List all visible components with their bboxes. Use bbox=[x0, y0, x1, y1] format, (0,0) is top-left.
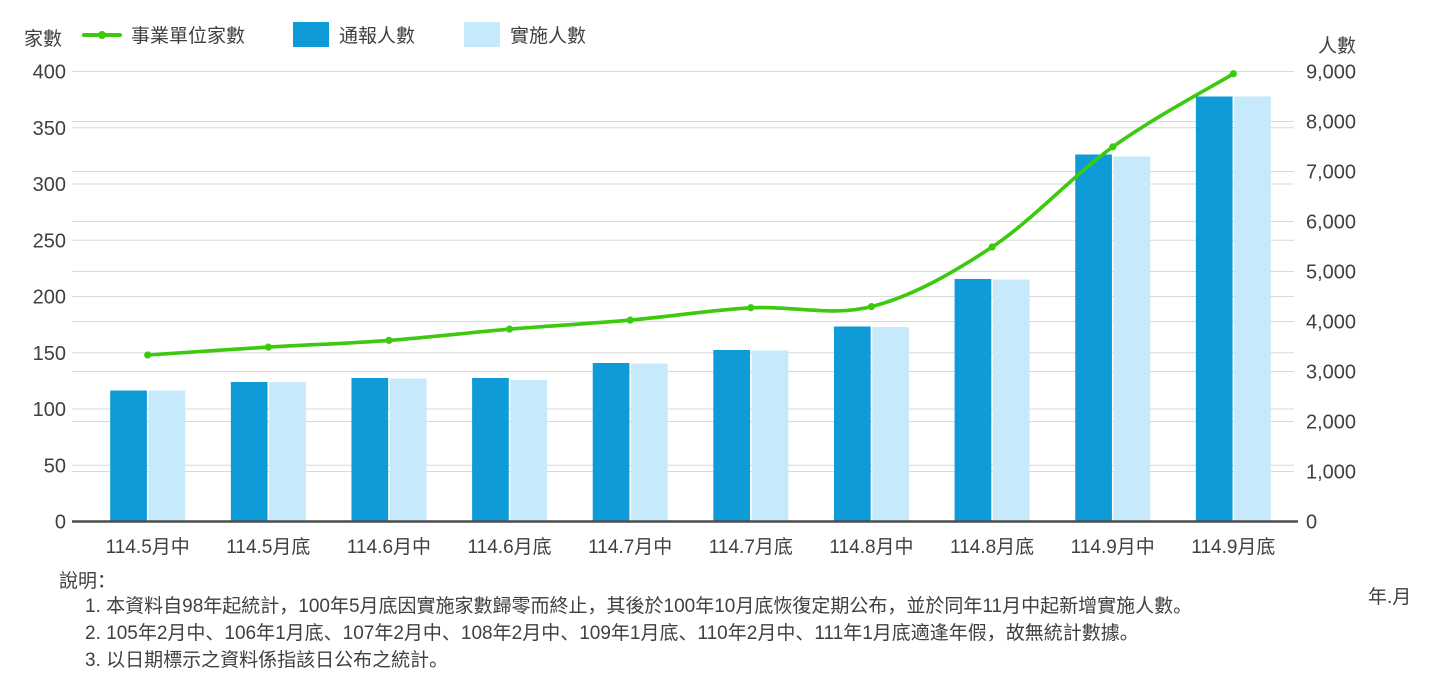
left-axis-tick-label: 200 bbox=[33, 287, 66, 309]
line-marker-114.8月底 bbox=[988, 243, 996, 251]
combo-chart: 0 50 100 150 200 250 300 350 400 0 1,000 2,000 3,000… bbox=[33, 62, 1356, 559]
legend-item-bar-series-2: 實施人數 bbox=[464, 21, 586, 48]
legend-label: 事業單位家數 bbox=[131, 26, 246, 47]
left-axis-tick-label: 400 bbox=[33, 62, 66, 84]
line-marker-114.6月中 bbox=[385, 336, 393, 344]
bar-實施人數-114.5月中 bbox=[148, 390, 186, 522]
notes-block: 說明： 1. 本資料自98年起統計，100年5月底因實施家數歸零而終止，其後於1… bbox=[59, 566, 1192, 675]
bar-通報人數-114.5月底 bbox=[230, 382, 268, 522]
note-item: 1. 本資料自98年起統計，100年5月底因實施家數歸零而終止，其後於100年1… bbox=[85, 596, 1193, 617]
bar-通報人數-114.6月中 bbox=[351, 378, 389, 522]
bar-通報人數-114.5月中 bbox=[110, 390, 147, 522]
line-marker-114.5月底 bbox=[264, 343, 272, 351]
bar-實施人數-114.7月中 bbox=[631, 363, 668, 522]
right-axis-title: 人數 bbox=[1318, 36, 1357, 57]
x-axis-tick-label: 114.9月底 bbox=[1191, 536, 1275, 558]
x-axis-title: 年.月 bbox=[1368, 587, 1412, 608]
right-axis-tick-label: 2,000 bbox=[1306, 412, 1356, 434]
right-axis-tick-label: 8,000 bbox=[1306, 112, 1356, 134]
bar-實施人數-114.6月中 bbox=[389, 378, 427, 522]
bar-通報人數-114.8月中 bbox=[833, 326, 871, 522]
bar-通報人數-114.6月底 bbox=[472, 378, 509, 522]
right-axis-tick-label: 0 bbox=[1306, 512, 1317, 534]
left-axis-tick-label: 250 bbox=[33, 230, 66, 252]
right-axis-tick-label: 6,000 bbox=[1306, 212, 1356, 234]
left-axis-tick-label: 100 bbox=[33, 399, 66, 421]
legend-item-line-series: 事業單位家數 bbox=[82, 21, 245, 48]
left-axis-tick-label: 50 bbox=[44, 455, 66, 477]
line-marker-114.7月底 bbox=[747, 304, 755, 312]
line-marker-114.9月中 bbox=[1109, 143, 1117, 151]
bar-實施人數-114.8月底 bbox=[992, 279, 1030, 522]
x-axis-tick-label: 114.8月底 bbox=[950, 536, 1034, 558]
bar-通報人數-114.9月底 bbox=[1195, 96, 1233, 522]
bar-實施人數-114.8月中 bbox=[872, 327, 909, 522]
legend-item-bar-series-1: 通報人數 bbox=[293, 21, 415, 48]
note-item: 3. 以日期標示之資料係指該日公布之統計。 bbox=[85, 650, 449, 671]
bar-實施人數-114.9月底 bbox=[1234, 96, 1271, 522]
x-axis-tick-label: 114.6月中 bbox=[347, 536, 431, 558]
right-axis-tick-label: 5,000 bbox=[1306, 262, 1356, 284]
legend-label: 通報人數 bbox=[339, 26, 416, 47]
line-marker-114.6月底 bbox=[505, 325, 514, 333]
x-axis-tick-label: 114.5月底 bbox=[226, 536, 310, 558]
right-axis-tick-label: 9,000 bbox=[1306, 62, 1356, 84]
bar-通報人數-114.9月中 bbox=[1075, 154, 1112, 522]
bar-實施人數-114.5月底 bbox=[269, 382, 306, 522]
note-item: 2. 105年2月中、106年1月底、107年2月中、108年2月中、109年1… bbox=[85, 623, 1139, 644]
right-axis-tick-label: 4,000 bbox=[1306, 312, 1356, 334]
bar-實施人數-114.7月底 bbox=[751, 350, 789, 522]
x-axis-tick-label: 114.5月中 bbox=[106, 536, 190, 558]
bar-實施人數-114.9月中 bbox=[1113, 156, 1151, 522]
line-marker-114.5月中 bbox=[144, 351, 152, 359]
left-axis-tick-label: 300 bbox=[33, 174, 66, 196]
bar-實施人數-114.6月底 bbox=[510, 380, 548, 522]
line-marker-114.9月底 bbox=[1229, 70, 1237, 78]
left-axis-tick-label: 150 bbox=[33, 343, 66, 365]
bar-series-1-swatch-icon bbox=[293, 22, 330, 47]
x-axis-tick-label: 114.9月中 bbox=[1071, 536, 1155, 558]
x-axis-tick-label: 114.8月中 bbox=[829, 536, 913, 558]
bar-通報人數-114.7月中 bbox=[592, 363, 630, 522]
line-marker-114.7月中 bbox=[626, 316, 634, 324]
line-series-swatch-icon bbox=[82, 22, 122, 48]
x-axis-tick-label: 114.7月中 bbox=[588, 536, 672, 558]
right-axis-tick-label: 7,000 bbox=[1306, 162, 1356, 184]
right-axis-tick-label: 1,000 bbox=[1306, 462, 1356, 484]
bar-通報人數-114.8月底 bbox=[954, 279, 992, 522]
line-swatch-dot bbox=[98, 30, 106, 39]
notes-heading: 說明： bbox=[59, 571, 117, 592]
line-marker-114.8月中 bbox=[867, 303, 876, 311]
legend-label: 實施人數 bbox=[510, 26, 587, 47]
right-axis-tick-label: 3,000 bbox=[1306, 362, 1356, 384]
legend: 事業單位家數 通報人數 實施人數 bbox=[82, 21, 586, 48]
line-series-事業單位家數 bbox=[145, 72, 1236, 357]
bar-series-2-swatch-icon bbox=[464, 22, 501, 47]
x-axis-tick-label: 114.7月底 bbox=[709, 536, 793, 558]
x-axis-tick-label: 114.6月底 bbox=[468, 536, 552, 558]
left-axis-tick-label: 0 bbox=[55, 512, 66, 534]
bar-通報人數-114.7月底 bbox=[713, 350, 751, 522]
left-axis-title: 家數 bbox=[24, 29, 63, 50]
left-axis-tick-label: 350 bbox=[33, 118, 66, 140]
